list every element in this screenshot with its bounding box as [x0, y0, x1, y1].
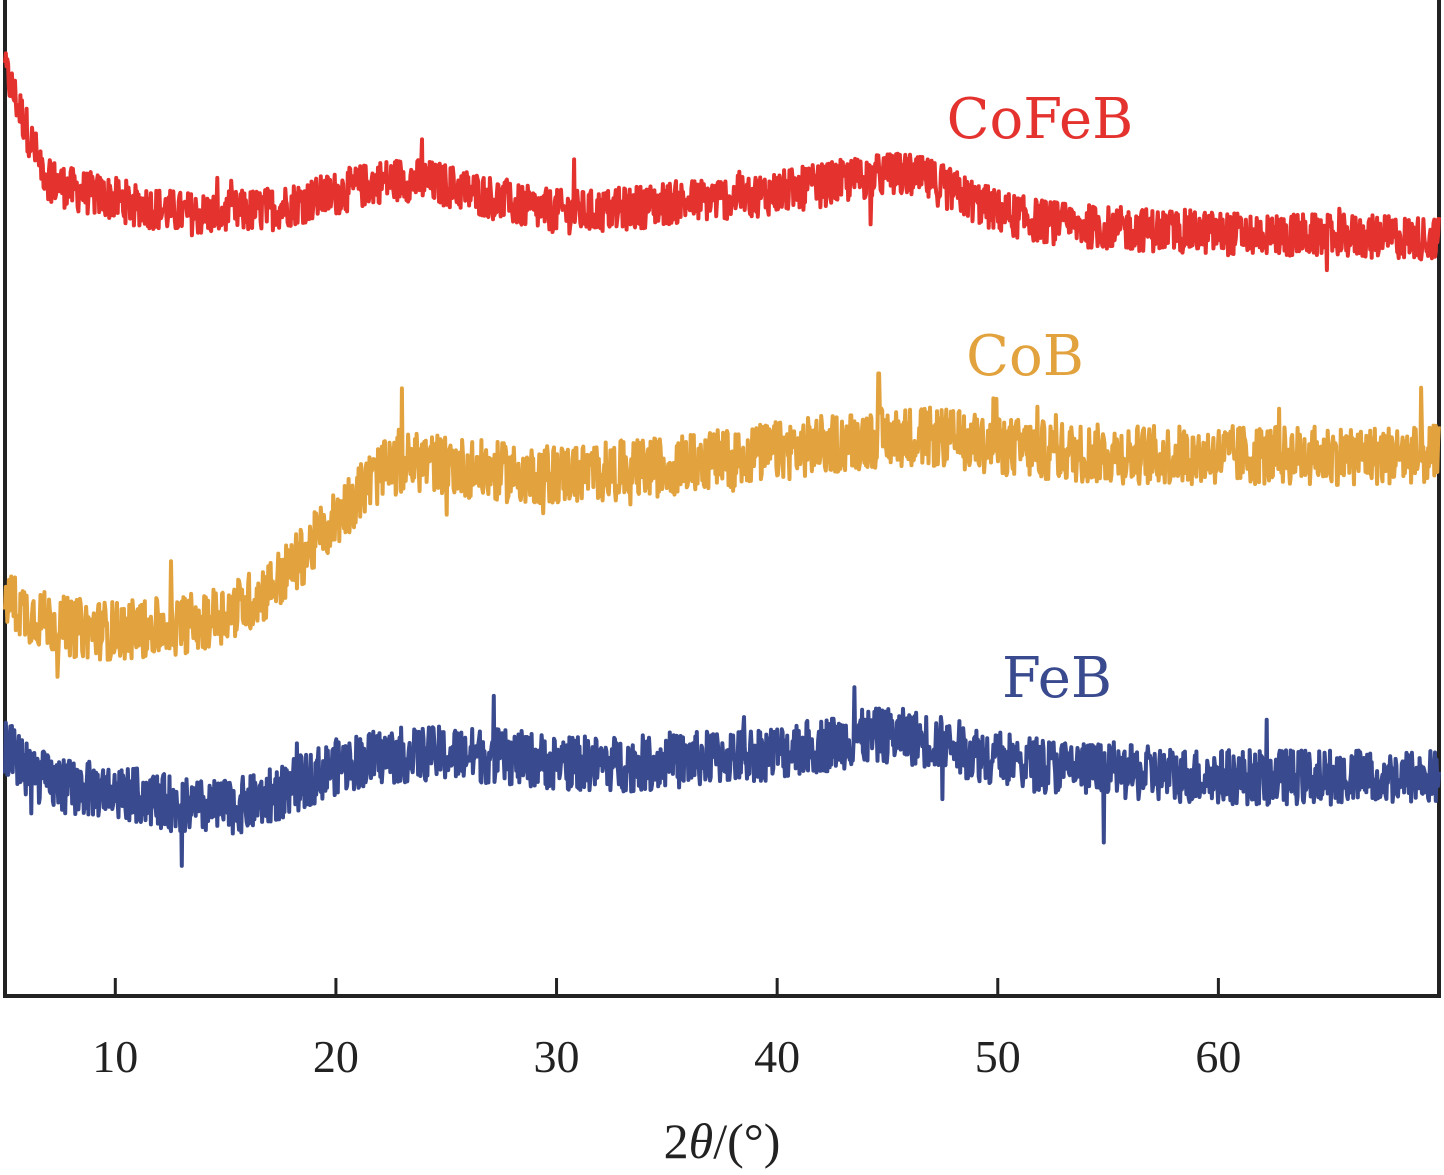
- x-axis-title-theta: θ: [689, 1113, 714, 1169]
- x-tick-label-10: 10: [92, 1031, 138, 1082]
- x-tick-label-40: 40: [754, 1031, 800, 1082]
- x-axis-title-prefix: 2: [664, 1113, 689, 1169]
- x-axis-title-suffix: /(°): [713, 1113, 780, 1169]
- x-axis: 10 20 30 40 50 60: [92, 978, 1241, 1082]
- series-line-feb: [3, 685, 1441, 868]
- x-tick-label-50: 50: [975, 1031, 1021, 1082]
- x-tick-label-20: 20: [313, 1031, 359, 1082]
- series-labels: CoFeB CoB FeB: [947, 87, 1134, 711]
- plot-frame: [3, 0, 1441, 998]
- series-label-cob: CoB: [966, 324, 1084, 389]
- plot-area: [3, 0, 1441, 998]
- series-line-cob: [3, 371, 1441, 679]
- traces: [3, 51, 1441, 868]
- x-tick-label-60: 60: [1195, 1031, 1241, 1082]
- x-tick-label-30: 30: [534, 1031, 580, 1082]
- x-axis-title: 2θ/(°): [664, 1113, 781, 1169]
- series-label-feb: FeB: [1002, 646, 1112, 711]
- series-label-cofeb: CoFeB: [947, 87, 1134, 152]
- series-line-cofeb: [3, 51, 1441, 273]
